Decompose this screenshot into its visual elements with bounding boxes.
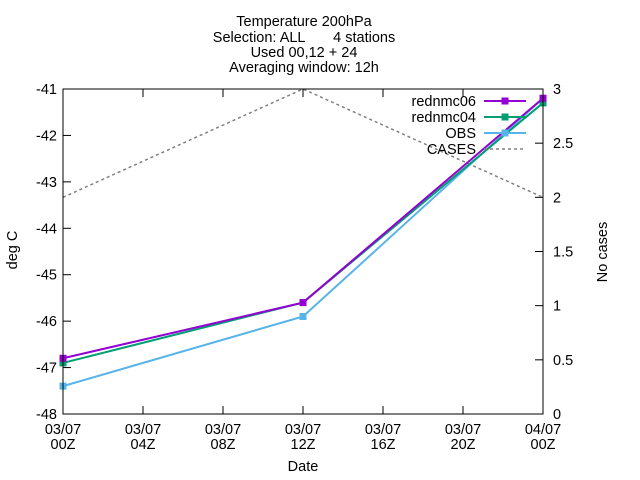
x-tick-label-date: 03/07 [365, 422, 401, 438]
x-tick-label-date: 04/07 [525, 422, 561, 438]
x-tick-label-hour: 00Z [531, 437, 556, 453]
x-tick-label-date: 03/07 [205, 422, 241, 438]
x-tick-label-hour: 00Z [51, 437, 76, 453]
data-point-rednmc06 [299, 299, 307, 307]
y-tick-label: -45 [36, 268, 57, 284]
x-tick-label-date: 03/07 [125, 422, 161, 438]
axis-ticks: -48 -47 -46 -45 -44 -43 -42 -41 0 0.5 1 1.5 2 2.5 3 03/… [36, 82, 573, 453]
y-tick-label: -42 [36, 128, 57, 144]
x-tick-label-hour: 16Z [371, 437, 396, 453]
y2-tick-label: 0.5 [553, 353, 573, 369]
x-tick-label-date: 03/07 [45, 422, 81, 438]
y-tick-label: -41 [36, 82, 57, 98]
x-tick-label-hour: 20Z [451, 437, 476, 453]
y-tick-label: -48 [36, 407, 57, 423]
x-axis-label: Date [288, 459, 319, 475]
title-line-1: Temperature 200hPa [236, 14, 372, 30]
legend-marker-rednmc04 [501, 113, 509, 121]
y2-tick-label: 1 [553, 299, 561, 315]
y2-tick-label: 2.5 [553, 136, 573, 152]
legend-label-rednmc06: rednmc06 [412, 94, 476, 110]
title-line-2: Selection: ALL 4 stations [213, 30, 395, 46]
x-tick-label-date: 03/07 [285, 422, 321, 438]
y-tick-label: -43 [36, 175, 57, 191]
title-line-4: Averaging window: 12h [229, 60, 379, 76]
legend-marker-rednmc06 [501, 97, 509, 105]
legend-label-obs: OBS [445, 126, 476, 142]
x-tick-label-hour: 12Z [291, 437, 316, 453]
legend-marker-obs [501, 129, 509, 137]
chart-title: Temperature 200hPa Selection: ALL 4 stat… [213, 14, 395, 76]
legend-label-cases: CASES [427, 142, 476, 158]
x-tick-label-hour: 04Z [131, 437, 156, 453]
y2-tick-label: 0 [553, 407, 561, 423]
x-tick-label-hour: 08Z [211, 437, 236, 453]
series-line-cases [62, 88, 544, 199]
x-tick-label-date: 03/07 [445, 422, 481, 438]
title-line-3: Used 00,12 + 24 [251, 45, 358, 61]
y-tick-label: -47 [36, 361, 57, 377]
y2-axis-label: No cases [595, 222, 611, 282]
y2-tick-label: 1.5 [553, 245, 573, 261]
data-point-obs [299, 313, 307, 320]
legend-label-rednmc04: rednmc04 [412, 110, 476, 126]
y-tick-label: -44 [36, 221, 57, 237]
plot-frame [62, 88, 544, 415]
y2-tick-label: 2 [553, 190, 561, 206]
y-tick-label: -46 [36, 314, 57, 330]
y-axis-label: deg C [5, 231, 21, 270]
y2-tick-label: 3 [553, 82, 561, 98]
